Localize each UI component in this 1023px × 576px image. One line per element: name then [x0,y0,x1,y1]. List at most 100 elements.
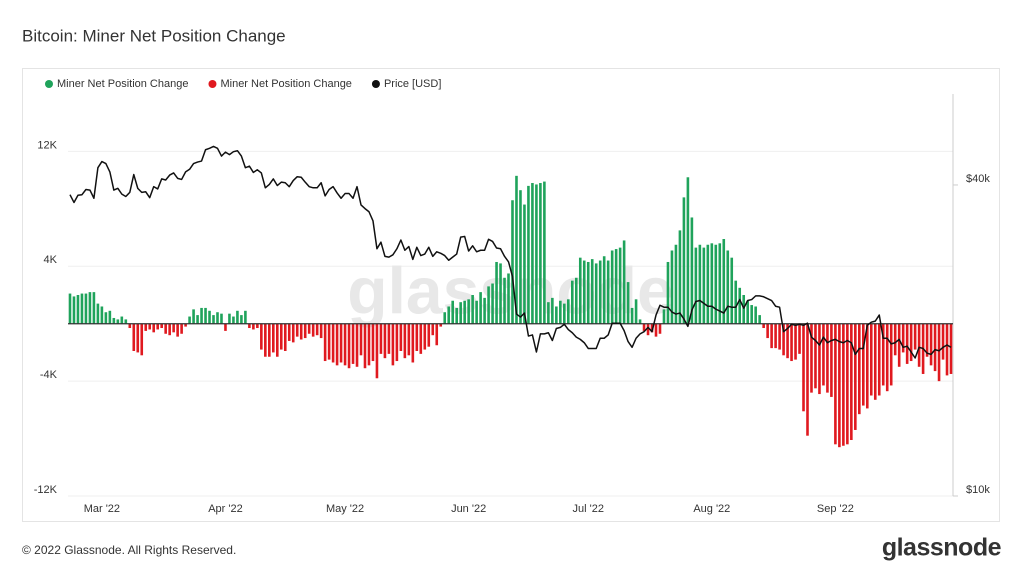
bar [570,280,574,324]
bar [782,323,785,356]
bar [196,315,199,324]
bar [535,184,538,324]
bar [483,297,486,324]
bar [319,323,323,339]
copyright: © 2022 Glassnode. All Rights Reserved. [22,543,236,557]
bar [487,286,490,324]
bar [383,323,387,359]
chart-frame [22,68,1000,522]
bar [929,323,933,366]
bar [367,323,371,366]
bar [858,323,861,415]
bar [718,243,722,324]
bar [786,323,789,359]
bar [164,323,167,334]
legend-label: Miner Net Position Change [57,78,188,90]
bar [391,323,395,366]
bar [881,323,885,386]
bar [547,302,550,324]
bar [638,319,642,324]
bar [913,323,917,350]
bar [148,323,152,330]
bar [72,296,76,324]
bar [519,190,522,324]
bar [68,293,72,324]
bar [905,323,909,364]
bar [818,323,821,395]
bar [909,323,913,362]
bar [96,303,100,324]
bar [144,323,148,331]
bar [563,303,566,324]
bar [283,323,287,351]
bar [802,323,805,412]
bar [602,256,606,324]
bar [232,316,235,324]
bar [272,323,275,353]
bar [567,299,570,324]
bar [212,315,215,324]
bar [423,323,427,350]
bar [112,317,116,324]
bar [491,283,494,324]
bar [730,257,734,324]
bar [435,323,439,346]
x-tick-label: Jul '22 [573,503,604,515]
bar [347,323,351,369]
bar [646,323,650,336]
bar [842,323,845,446]
bar [331,323,335,363]
bar [750,305,753,324]
bar [846,323,849,445]
bar [180,323,183,334]
bar [555,306,558,324]
bar [594,263,598,324]
bar [578,257,582,324]
bar [295,323,299,337]
bar [838,323,841,448]
bar [240,315,243,324]
bar [630,307,634,324]
bar [877,323,881,396]
bar [439,323,443,327]
bar [634,299,638,324]
bar [463,300,466,324]
bar [443,312,447,324]
bar [865,323,869,409]
bar [674,244,678,324]
bar [92,292,96,324]
bar [220,313,223,324]
bar [427,323,431,347]
bar [327,323,331,360]
bar [945,323,949,376]
bar [551,297,554,324]
bar [248,323,251,329]
bar [666,261,670,324]
bar [590,259,594,324]
bar [252,323,255,330]
x-tick-label: Apr '22 [208,503,243,515]
bar [455,307,458,324]
bar [690,217,694,324]
bar [387,323,391,354]
bar [475,300,478,324]
bar [734,280,738,324]
bar [204,307,207,324]
bar [710,243,714,324]
bar [136,323,140,353]
bar [120,316,124,324]
legend-label: Miner Net Position Change [220,78,351,90]
bar [275,323,279,357]
bar [798,323,801,354]
bar [268,323,271,357]
bar [917,323,921,367]
brand-logo: glassnode [882,534,1002,562]
bar [351,323,355,364]
bar [698,244,702,324]
bar [539,183,542,324]
bar [307,323,311,334]
bar [479,292,482,324]
x-tick-label: Mar '22 [84,503,120,515]
bar [152,323,156,333]
